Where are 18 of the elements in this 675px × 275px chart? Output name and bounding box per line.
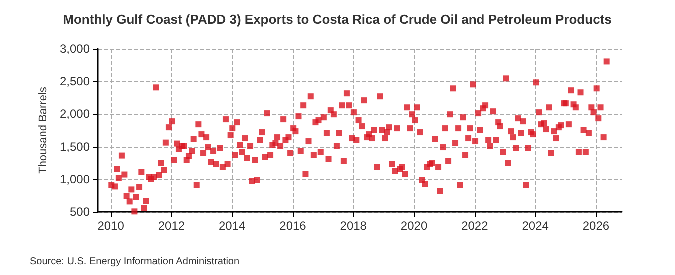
x-tick-label: 2026 — [582, 219, 610, 233]
x-tick-label: 2016 — [280, 219, 307, 233]
y-tick-label: 1,500 — [60, 140, 90, 154]
chart-title: Monthly Gulf Coast (PADD 3) Exports to Costa Rica of Crude Oil and Petroleum Products — [63, 12, 612, 27]
y-tick-label: 2,500 — [60, 74, 90, 89]
y-axis-title: Thousand Barrels — [38, 86, 50, 174]
y-tick-label: 500 — [70, 205, 90, 219]
x-tick-label: 2018 — [340, 219, 368, 233]
x-tick-label: 2012 — [158, 219, 186, 233]
x-tick-label: 2024 — [522, 219, 550, 233]
x-tick-label: 2022 — [462, 219, 489, 233]
y-tick-label: 1,000 — [60, 172, 90, 186]
x-tick-label: 2010 — [98, 219, 125, 233]
source-note: Source: U.S. Energy Information Administration — [30, 256, 240, 268]
x-tick-label: 2014 — [218, 219, 246, 233]
y-tick-label: 3,000 — [60, 42, 90, 56]
x-tick-label: 2020 — [400, 219, 428, 233]
y-tick-label: 2,000 — [60, 107, 90, 122]
